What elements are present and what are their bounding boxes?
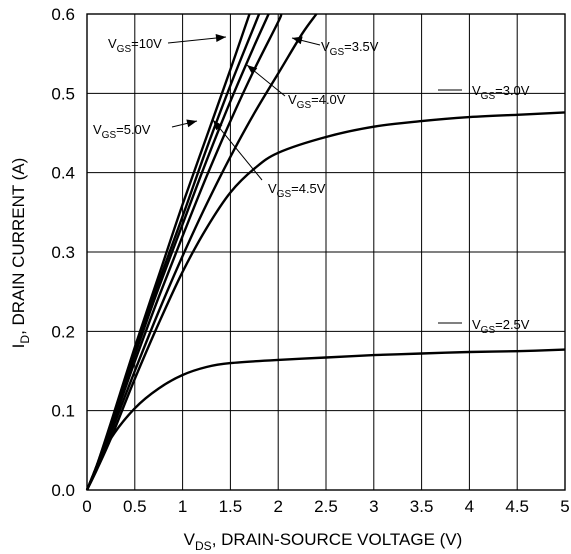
x-tick-label: 2.5 bbox=[314, 497, 338, 516]
series-line bbox=[85, 348, 566, 491]
tick-labels: 0 0.5 1 1.5 2 2.5 3 3.5 4 4.5 5 0.0 0.1 0.2 0.3 0.4 0.5 0… bbox=[51, 5, 569, 516]
series-line bbox=[85, 13, 318, 491]
y-tick-label: 0.0 bbox=[51, 481, 75, 500]
arrowhead-icon bbox=[215, 34, 226, 43]
curve-labels: VGS=10V VGS=5.0V VGS=4.5V VGS=4.0V VGS=3.5V V… bbox=[93, 36, 530, 336]
series-label: VGS=4.0V bbox=[288, 92, 346, 111]
series-label: VGS=5.0V bbox=[93, 122, 151, 141]
x-tick-label: 1 bbox=[178, 497, 187, 516]
x-tick-label: 0.5 bbox=[123, 497, 147, 516]
series-label: VGS=2.5V bbox=[472, 317, 530, 336]
x-tick-label: 1.5 bbox=[219, 497, 243, 516]
label-leader-line bbox=[212, 119, 263, 181]
x-tick-label: 3 bbox=[369, 497, 378, 516]
series-label: VGS=3.5V bbox=[321, 39, 379, 58]
arrowhead-icon bbox=[292, 36, 303, 45]
y-tick-label: 0.5 bbox=[51, 84, 75, 103]
y-tick-label: 0.2 bbox=[51, 322, 75, 341]
grid bbox=[87, 14, 565, 490]
arrowhead-icon bbox=[213, 120, 223, 131]
y-tick-label: 0.4 bbox=[51, 164, 75, 183]
x-tick-label: 4.5 bbox=[505, 497, 529, 516]
arrowhead-icon bbox=[247, 65, 258, 75]
y-axis-title: ID, DRAIN CURRENT (A) bbox=[9, 158, 32, 349]
series-label: VGS=10V bbox=[108, 36, 162, 55]
x-tick-label: 2 bbox=[273, 497, 282, 516]
y-tick-label: 0.1 bbox=[51, 402, 75, 421]
series-line bbox=[85, 13, 283, 491]
y-tick-label: 0.3 bbox=[51, 243, 75, 262]
x-tick-label: 0 bbox=[82, 497, 91, 516]
arrowhead-icon bbox=[186, 119, 197, 128]
x-axis-title: VDS, DRAIN-SOURCE VOLTAGE (V) bbox=[184, 530, 463, 553]
series-label: VGS=3.0V bbox=[472, 83, 530, 102]
series-label: VGS=4.5V bbox=[268, 181, 326, 200]
y-tick-label: 0.6 bbox=[51, 5, 75, 24]
curves bbox=[85, 13, 566, 491]
plot-frame bbox=[86, 13, 566, 491]
series-line bbox=[85, 111, 566, 491]
x-tick-label: 4 bbox=[465, 497, 474, 516]
label-leaders bbox=[167, 34, 462, 324]
x-tick-label: 3.5 bbox=[410, 497, 434, 516]
x-tick-label: 5 bbox=[560, 497, 569, 516]
